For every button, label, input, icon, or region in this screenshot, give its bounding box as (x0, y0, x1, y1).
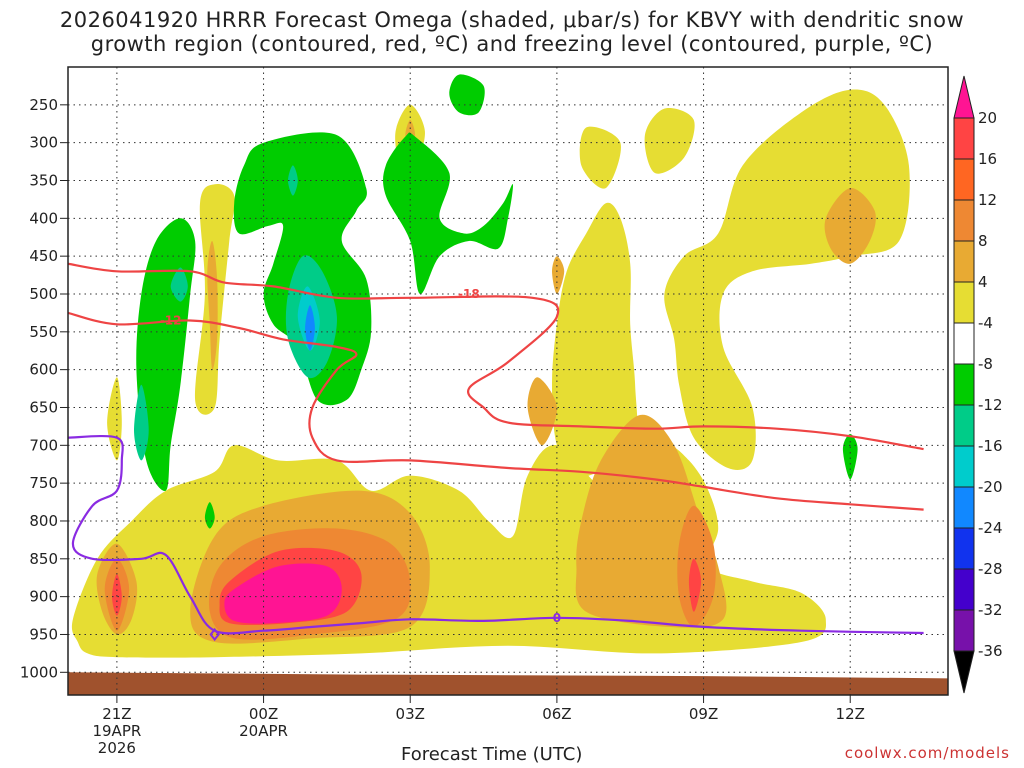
colorbar-label: -4 (978, 314, 993, 332)
colorbar-swatch (953, 609, 975, 652)
y-tick-label: 750 (29, 474, 58, 492)
omega-region (134, 384, 149, 461)
x-tick-label: 00Z (249, 705, 278, 723)
omega-region (579, 126, 621, 189)
colorbar-label: -20 (978, 478, 1003, 496)
y-tick-label: 400 (29, 209, 58, 227)
omega-region (824, 188, 876, 264)
omega-region (527, 377, 557, 446)
x-tick-label: 03Z (396, 705, 425, 723)
colorbar-label: -12 (978, 396, 1003, 414)
freezing-level-marker (209, 627, 220, 642)
y-tick-label: 450 (29, 247, 58, 265)
colorbar-swatch (953, 568, 975, 611)
x-tick-label: 09Z (689, 705, 718, 723)
colorbar-swatch (953, 445, 975, 488)
colorbar-label: -36 (978, 642, 1003, 660)
omega-region (552, 202, 638, 477)
x-tick-label: 06Z (542, 705, 571, 723)
omega-region (207, 240, 218, 370)
colorbar-top-arrow (953, 75, 975, 119)
y-tick-label: 850 (29, 550, 58, 568)
omega-region (688, 558, 702, 612)
dgz-contour (68, 311, 924, 511)
dgz-contour-label: -18 (458, 287, 480, 301)
freezing-level-contour (68, 434, 924, 635)
x-tick-label: 21Z (102, 705, 131, 723)
colorbar-label: 8 (978, 232, 988, 250)
colorbar-label: 12 (978, 191, 997, 209)
chart-title-line2: growth region (contoured, red, ºC) and f… (90, 32, 934, 56)
y-tick-label: 250 (29, 96, 58, 114)
plot-frame (67, 66, 949, 696)
y-tick-label: 800 (29, 512, 58, 530)
colorbar-label: 20 (978, 109, 997, 127)
x-tick-date-label: 20APR (239, 722, 288, 740)
ground-terrain (68, 672, 948, 695)
y-tick-label: 650 (29, 398, 58, 416)
colorbar-label: -24 (978, 519, 1003, 537)
colorbar-swatch (953, 158, 975, 201)
colorbar-swatch (953, 363, 975, 406)
colorbar-swatch (953, 486, 975, 529)
colorbar-label: -16 (978, 437, 1003, 455)
y-tick-label: 350 (29, 171, 58, 189)
omega-region (305, 305, 315, 351)
colorbar-bottom-arrow (953, 650, 975, 694)
colorbar-label: 16 (978, 150, 997, 168)
omega-region (204, 502, 215, 529)
freezing-level-label: 0 (553, 611, 561, 625)
omega-region (112, 573, 122, 616)
omega-region (224, 563, 342, 624)
colorbar-label: 4 (978, 273, 988, 291)
colorbar-swatch (953, 281, 975, 324)
dgz-contour (68, 262, 924, 451)
omega-region (552, 256, 565, 294)
dgz-contour-label: -12 (160, 313, 182, 327)
y-tick-label: 900 (29, 588, 58, 606)
y-tick-label: 950 (29, 625, 58, 643)
colorbar-swatch (953, 404, 975, 447)
colorbar-label: -8 (978, 355, 993, 373)
colorbar-label: -32 (978, 601, 1003, 619)
credit-link[interactable]: coolwx.com/models (844, 744, 1010, 762)
omega-region (842, 434, 858, 480)
x-tick-label: 12Z (836, 705, 865, 723)
y-tick-label: 500 (29, 285, 58, 303)
omega-region (288, 165, 298, 196)
y-tick-label: 550 (29, 323, 58, 341)
x-axis-label: Forecast Time (UTC) (401, 744, 583, 765)
chart-title-line1: 2026041920 HRRR Forecast Omega (shaded, … (59, 8, 965, 32)
omega-region (170, 267, 188, 302)
omega-region (383, 132, 514, 295)
omega-region (664, 89, 910, 470)
y-tick-label: 700 (29, 436, 58, 454)
colorbar-swatch (953, 199, 975, 242)
omega-region (644, 108, 695, 174)
colorbar-swatch (953, 322, 975, 365)
colorbar-swatch (953, 527, 975, 570)
omega-shading-layer: -18 -12 0 (68, 67, 948, 695)
colorbar-swatch (953, 117, 975, 160)
x-tick-date-label: 2026 (98, 739, 136, 757)
colorbar-label: -28 (978, 560, 1003, 578)
y-tick-label: 300 (29, 134, 58, 152)
y-tick-label: 1000 (20, 663, 58, 681)
x-tick-date-label: 19APR (92, 722, 141, 740)
y-tick-label: 600 (29, 361, 58, 379)
colorbar-swatch (953, 240, 975, 283)
